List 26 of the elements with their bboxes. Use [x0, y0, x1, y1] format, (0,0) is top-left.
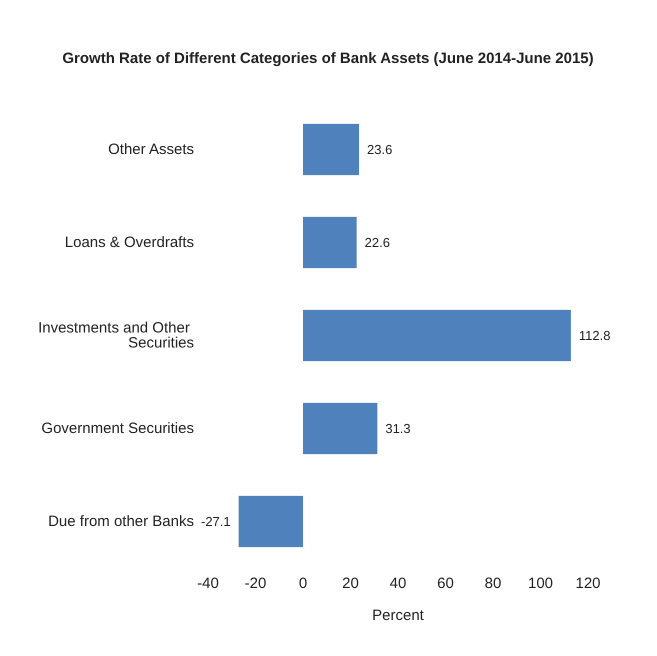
- data-label: 112.8: [578, 328, 610, 343]
- y-tick-label: Due from other Banks: [48, 513, 194, 530]
- y-tick-label: Government Securities: [41, 420, 194, 437]
- x-tick-label: 60: [437, 575, 454, 592]
- chart-title: Growth Rate of Different Categories of Bank Assets (June 2014-June 2015): [62, 50, 594, 67]
- y-tick-label: Investments and Other Securities: [38, 320, 194, 352]
- x-tick-label: 80: [484, 575, 502, 592]
- data-label: 22.6: [364, 235, 390, 250]
- x-tick-label: 100: [528, 575, 554, 592]
- x-axis-title: Percent: [372, 607, 425, 624]
- bar: [238, 496, 303, 548]
- data-label: 31.3: [385, 421, 411, 436]
- bar: [303, 124, 360, 176]
- x-tick-label: 120: [575, 575, 601, 592]
- data-label: 23.6: [367, 142, 392, 157]
- x-tick-label: 0: [298, 575, 308, 592]
- bar: [303, 310, 571, 362]
- x-tick-label: 40: [390, 575, 406, 592]
- bar: [303, 402, 378, 454]
- y-tick-label: Other Assets: [108, 141, 194, 158]
- y-tick-label: Loans & Overdrafts: [64, 234, 194, 251]
- x-tick-label: -20: [244, 575, 266, 592]
- data-label: -27.1: [200, 514, 231, 529]
- x-tick-label: -40: [197, 575, 219, 592]
- x-tick-label: 20: [342, 575, 359, 592]
- bar: [303, 216, 357, 268]
